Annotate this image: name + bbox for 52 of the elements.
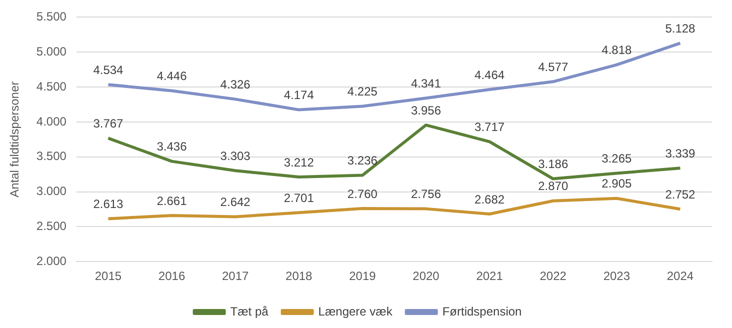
data-label: 2.760 [347, 186, 378, 201]
x-tick-label: 2024 [666, 269, 694, 284]
x-tick-label: 2019 [349, 269, 376, 284]
y-tick-label: 2.500 [36, 219, 67, 233]
data-label: 3.186 [538, 157, 568, 172]
data-label: 4.577 [538, 60, 568, 74]
data-label: 2.613 [93, 197, 124, 212]
data-label: 4.818 [602, 43, 632, 58]
x-tick-label: 2018 [286, 269, 313, 284]
data-label: 2.752 [665, 187, 696, 202]
data-label: 3.303 [220, 148, 251, 163]
data-label: 4.341 [410, 76, 442, 90]
y-tick-label: 2.000 [36, 254, 67, 268]
data-label: 4.225 [347, 84, 378, 99]
data-label: 3.212 [284, 155, 314, 170]
y-tick-label: 5.000 [36, 44, 67, 58]
data-label: 3.767 [93, 116, 124, 131]
data-label: 3.236 [347, 154, 378, 168]
y-tick-label: 5.500 [36, 10, 67, 24]
y-tick-label: 4.500 [36, 79, 67, 94]
x-tick-label: 2016 [158, 269, 186, 284]
data-label: 3.717 [474, 120, 505, 134]
data-label: 3.956 [410, 103, 442, 118]
data-label: 2.642 [220, 195, 251, 210]
y-tick-label: 3.000 [36, 184, 67, 198]
data-label: 3.265 [602, 152, 632, 166]
y-tick-label: 3.500 [36, 149, 67, 164]
data-label: 2.870 [538, 179, 568, 194]
data-label: 3.339 [665, 146, 696, 160]
y-tick-label: 4.000 [36, 114, 67, 128]
data-label: 2.905 [602, 176, 632, 191]
x-tick-label: 2015 [94, 269, 122, 284]
legend-label: Længere væk [318, 304, 394, 318]
legend-label: Førtidspension [442, 304, 522, 318]
legend-label: Tæt på [230, 304, 269, 318]
data-label: 2.661 [156, 194, 188, 208]
data-label: 4.464 [474, 68, 505, 82]
data-label: 4.174 [284, 88, 314, 102]
data-label: 2.756 [410, 187, 442, 202]
x-tick-label: 2023 [603, 269, 630, 284]
x-tick-label: 2021 [476, 269, 504, 284]
x-tick-label: 2020 [412, 269, 440, 284]
data-label: 2.701 [284, 190, 314, 205]
data-label: 4.446 [156, 69, 188, 84]
x-tick-label: 2022 [540, 269, 567, 284]
data-label: 4.326 [220, 77, 251, 92]
data-label: 2.682 [474, 192, 505, 206]
x-tick-label: 2017 [222, 269, 249, 284]
y-axis-title: Antal fuldtidspersoner [8, 81, 22, 198]
data-label: 4.534 [93, 62, 124, 77]
data-label: 3.436 [156, 140, 188, 154]
data-label: 5.128 [665, 21, 696, 36]
